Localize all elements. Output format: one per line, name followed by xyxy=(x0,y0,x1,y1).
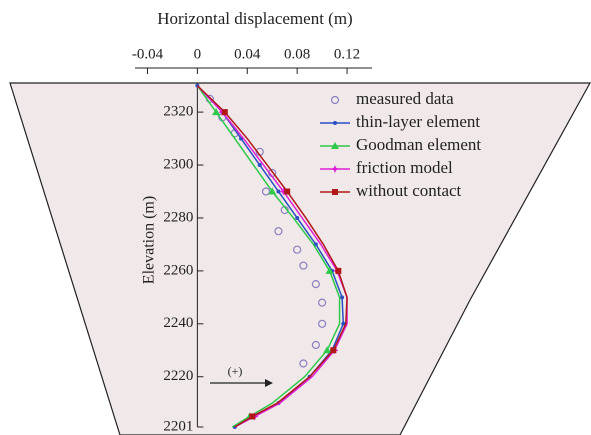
y-tick-label: 2280 xyxy=(163,209,193,225)
x-tick-label: -0.04 xyxy=(132,46,164,62)
y-tick-label: 2220 xyxy=(163,368,193,384)
annotation: (+) xyxy=(228,364,243,378)
legend-label: Goodman element xyxy=(356,135,481,154)
dam-outline xyxy=(10,83,590,435)
x-axis-label: Horizontal displacement (m) xyxy=(157,9,352,28)
marker xyxy=(340,295,344,299)
legend-marker xyxy=(333,121,337,125)
y-axis-label: Elevation (m) xyxy=(141,196,158,284)
x-tick-label: 0.12 xyxy=(334,46,360,62)
y-tick-label: 2260 xyxy=(163,262,193,278)
marker xyxy=(284,188,290,194)
y-tick-label: 2300 xyxy=(163,156,193,172)
chart: Horizontal displacement (m) Elevation (m… xyxy=(0,0,591,435)
x-tick-label: 0 xyxy=(194,46,202,62)
legend-label: thin-layer element xyxy=(356,112,480,131)
y-tick-label: 2201 xyxy=(163,418,193,434)
marker xyxy=(222,109,228,115)
marker xyxy=(258,163,262,167)
legend-label: measured data xyxy=(356,89,454,108)
y-tick-label: 2240 xyxy=(163,315,193,331)
marker xyxy=(330,347,336,353)
marker xyxy=(249,413,255,419)
legend-label: without contact xyxy=(356,181,462,200)
marker xyxy=(335,268,341,274)
y-tick-label: 2320 xyxy=(163,104,193,120)
legend-marker xyxy=(332,189,338,195)
marker xyxy=(295,216,299,220)
legend-label: friction model xyxy=(356,158,453,177)
x-tick-label: 0.08 xyxy=(284,46,310,62)
x-tick-label: 0.04 xyxy=(234,46,261,62)
